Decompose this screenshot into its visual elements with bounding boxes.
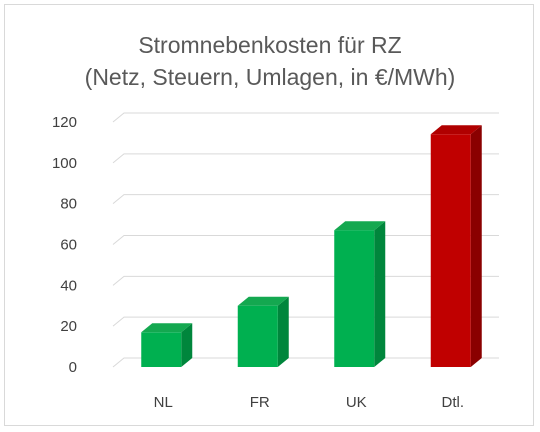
bar-top (334, 221, 386, 231)
bar-chart: Stromnebenkosten für RZ (Netz, Steuern, … (52, 32, 499, 411)
y-tick-label: 120 (52, 114, 77, 131)
bar-front (430, 134, 471, 367)
y-tick-label: 40 (60, 277, 77, 294)
y-tick-label: 100 (52, 155, 77, 172)
bar-side (277, 296, 289, 367)
x-category-label: NL (154, 394, 173, 411)
chart-subtitle: (Netz, Steuern, Umlagen, in €/MWh) (85, 64, 456, 90)
y-tick-label: 0 (69, 359, 77, 376)
chart-title: Stromnebenkosten für RZ (138, 32, 401, 58)
bar-nl (141, 323, 193, 367)
y-tick-label: 60 (60, 237, 77, 254)
bar-side (470, 125, 482, 367)
gridline (112, 153, 499, 164)
bar-uk (334, 221, 386, 367)
x-category-label: UK (346, 394, 367, 411)
x-category-label: FR (250, 394, 270, 411)
bar-fr (237, 296, 289, 367)
y-tick-label: 20 (60, 318, 77, 335)
gridline (112, 112, 499, 123)
bar-top (430, 125, 482, 135)
gridline (112, 194, 499, 205)
x-category-label: Dtl. (442, 394, 465, 411)
bar-top (141, 323, 193, 333)
bar-dtl (430, 125, 482, 367)
bar-front (334, 230, 375, 367)
chart-frame: Stromnebenkosten für RZ (Netz, Steuern, … (4, 4, 534, 426)
bar-front (237, 305, 278, 367)
bars (141, 125, 482, 367)
y-axis-ticks: 0 20 40 60 80 100 120 (52, 114, 77, 376)
bar-side (181, 323, 193, 367)
y-tick-label: 80 (60, 196, 77, 213)
gridlines (112, 112, 499, 368)
x-axis-labels: NL FR UK Dtl. (154, 394, 464, 411)
bar-top (237, 296, 289, 306)
bar-front (141, 332, 182, 367)
bar-side (374, 221, 386, 367)
